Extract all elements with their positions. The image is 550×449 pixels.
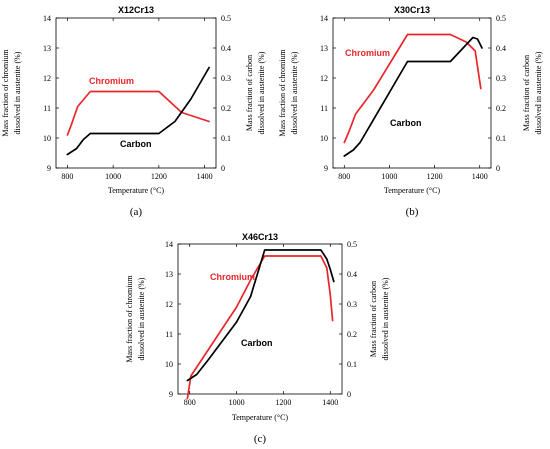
y-left-tick-label: 11: [43, 104, 51, 113]
series-label-carbon: Carbon: [390, 118, 422, 128]
y-left-tick-label: 12: [165, 300, 173, 309]
series-label-carbon: Carbon: [120, 139, 152, 149]
y-left-tick-label: 11: [165, 330, 173, 339]
y-right-axis-label: Mass fraction of carbon: [522, 55, 531, 131]
y-left-axis-label: Mass fraction of chromium: [278, 49, 287, 137]
series-line-carbon: [66, 66, 210, 156]
panel-label: (a): [130, 206, 143, 218]
y-left-tick-label: 9: [324, 164, 328, 173]
y-right-tick-label: 0.1: [221, 134, 231, 143]
y-right-tick-label: 0.5: [347, 240, 357, 249]
y-right-tick-label: 0.3: [347, 300, 357, 309]
y-left-tick-label: 12: [320, 74, 328, 83]
x-tick-label: 1200: [275, 398, 291, 407]
plot-frame: [332, 17, 492, 169]
x-tick-label: 1400: [197, 172, 213, 181]
panel-label: (c): [254, 433, 267, 445]
y-left-tick-label: 10: [320, 134, 328, 143]
series-label-carbon: Carbon: [241, 338, 273, 348]
x-tick-label: 1000: [381, 172, 397, 181]
y-right-tick-label: 0.1: [496, 134, 506, 143]
y-right-tick-label: 0.4: [221, 44, 231, 53]
x-tick-label: 1400: [322, 398, 338, 407]
series-label-chromium: Chromium: [345, 48, 390, 58]
y-left-tick-label: 14: [320, 14, 328, 23]
y-right-tick-label: 0.4: [496, 44, 506, 53]
y-left-axis-label: dissolved in austenite (%): [137, 277, 146, 360]
series-label-chromium: Chromium: [89, 76, 134, 86]
x-tick-label: 1200: [427, 172, 443, 181]
y-right-tick-label: 0.2: [347, 330, 357, 339]
y-right-axis-label: dissolved in austenite (%): [534, 51, 543, 134]
chart-title: X46Cr13: [242, 232, 278, 242]
series-line-chromium: [343, 33, 482, 144]
y-right-axis-label: dissolved in austenite (%): [257, 51, 266, 134]
y-right-tick-label: 0.1: [347, 360, 357, 369]
y-right-axis-label: Mass fraction of carbon: [369, 281, 378, 357]
y-right-tick-label: 0.5: [496, 14, 506, 23]
y-right-tick-label: 0.3: [496, 74, 506, 83]
chart-panel-1: X12Cr13 800 1000 1200 1400 9 10 11 12 13 14 0 0.1 0.2…: [1, 5, 266, 218]
y-left-tick-label: 12: [43, 74, 51, 83]
y-left-axis-label: Mass fraction of chromium: [1, 49, 10, 137]
chart-panel-2: X30Cr13 800 1000 1200 1400 9 10 11 12 13 14 0 0.1 0.2…: [278, 5, 543, 218]
x-tick-label: 1000: [105, 172, 121, 181]
y-left-tick-label: 10: [165, 360, 173, 369]
y-left-axis-label: Mass fraction of chromium: [125, 275, 134, 363]
chart-title: X30Cr13: [394, 5, 430, 15]
series-label-chromium: Chromium: [210, 272, 255, 282]
y-right-axis-label: dissolved in austenite (%): [381, 277, 390, 360]
series-line-carbon: [186, 249, 335, 382]
x-tick-label: 1200: [151, 172, 167, 181]
y-left-axis-label: dissolved in austenite (%): [13, 51, 22, 134]
x-tick-label: 800: [184, 398, 196, 407]
y-right-tick-label: 0: [347, 390, 351, 399]
x-tick-label: 800: [61, 172, 73, 181]
y-right-tick-label: 0.2: [221, 104, 231, 113]
y-left-axis-label: dissolved in austenite (%): [290, 51, 299, 134]
y-left-tick-label: 10: [43, 134, 51, 143]
x-tick-label: 800: [338, 172, 350, 181]
y-left-tick-label: 9: [169, 390, 173, 399]
series-line-chromium: [186, 255, 334, 400]
y-left-tick-label: 11: [320, 104, 328, 113]
y-left-tick-label: 13: [165, 270, 173, 279]
x-tick-label: 1000: [229, 398, 245, 407]
y-left-tick-label: 14: [165, 240, 173, 249]
y-left-tick-label: 9: [47, 164, 51, 173]
y-right-tick-label: 0.4: [347, 270, 357, 279]
y-right-tick-label: 0: [496, 164, 500, 173]
y-right-tick-label: 0.3: [221, 74, 231, 83]
series-line-chromium: [66, 90, 210, 136]
y-left-tick-label: 13: [43, 44, 51, 53]
plot-frame: [177, 243, 343, 395]
x-axis-label: Temperature (°C): [108, 186, 165, 195]
panel-label: (b): [406, 206, 419, 218]
x-axis-label: Temperature (°C): [384, 186, 441, 195]
y-left-tick-label: 13: [320, 44, 328, 53]
series-line-carbon: [343, 36, 483, 157]
y-right-tick-label: 0: [221, 164, 225, 173]
y-left-tick-label: 14: [43, 14, 51, 23]
y-right-tick-label: 0.5: [221, 14, 231, 23]
y-right-axis-label: Mass fraction of carbon: [245, 55, 254, 131]
x-axis-label: Temperature (°C): [232, 413, 289, 422]
x-tick-label: 1400: [472, 172, 488, 181]
plot-frame: [55, 17, 217, 169]
y-right-tick-label: 0.2: [496, 104, 506, 113]
chart-panel-3: X46Cr13 800 1000 1200 1400 9 10 11 12 13 14 0 0.1 0.2…: [125, 232, 390, 445]
chart-title: X12Cr13: [118, 5, 154, 15]
